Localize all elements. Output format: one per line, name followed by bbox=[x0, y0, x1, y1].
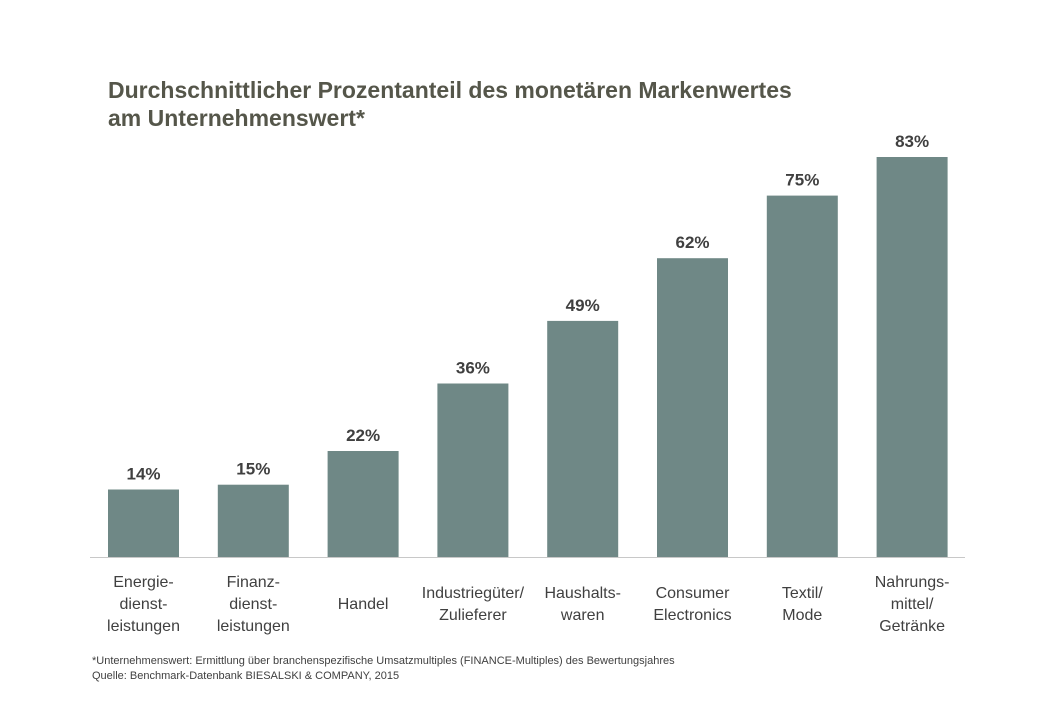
category-label-line: Mode bbox=[782, 607, 823, 624]
bar bbox=[876, 157, 948, 557]
data-label: 62% bbox=[675, 233, 709, 252]
category-label-line: Industriegüter/ bbox=[421, 585, 525, 602]
category-label: Finanz-dienst-leistungen bbox=[193, 572, 313, 638]
footnote: *Unternehmenswert: Ermittlung über branc… bbox=[92, 654, 675, 684]
category-label-line: Nahrungs- bbox=[874, 574, 950, 591]
category-label-line: Energie- bbox=[113, 574, 174, 591]
bar bbox=[108, 489, 179, 557]
category-label-line: dienst- bbox=[229, 596, 278, 613]
category-label: Handel bbox=[303, 594, 423, 616]
data-label: 75% bbox=[785, 171, 819, 190]
data-label: 49% bbox=[566, 296, 600, 315]
chart-title-line-1: Durchschnittlicher Prozentanteil des mon… bbox=[108, 77, 792, 103]
data-label: 83% bbox=[895, 132, 929, 151]
category-label: Energie-dienst-leistungen bbox=[84, 572, 204, 638]
data-label: 15% bbox=[236, 460, 270, 479]
category-label-line: leistungen bbox=[107, 618, 180, 635]
category-label-line: dienst- bbox=[119, 596, 168, 613]
category-label-line: Finanz- bbox=[226, 574, 280, 591]
bar bbox=[217, 484, 289, 557]
bar bbox=[657, 258, 728, 557]
bar bbox=[437, 383, 509, 557]
chart-title-line-2: am Unternehmenswert* bbox=[108, 105, 365, 131]
category-label: Consumer Electronics bbox=[633, 583, 753, 627]
category-label: Haushalts-waren bbox=[523, 583, 643, 627]
data-label: 36% bbox=[456, 359, 490, 378]
category-label-line: Electronics bbox=[653, 607, 732, 624]
category-label-line: mittel/ bbox=[890, 596, 934, 613]
bar bbox=[327, 451, 399, 557]
category-label: Industriegüter/Zulieferer bbox=[413, 583, 533, 627]
category-label-line: leistungen bbox=[216, 618, 290, 635]
data-label: 22% bbox=[346, 426, 380, 445]
category-label: Nahrungs-mittel/Getränke bbox=[852, 572, 972, 638]
category-label-line: Handel bbox=[337, 596, 389, 613]
category-label-line: Textil/ bbox=[781, 585, 823, 602]
category-label-line: Getränke bbox=[879, 618, 945, 635]
footnote-definition: *Unternehmenswert: Ermittlung über branc… bbox=[92, 655, 675, 667]
chart-title: Durchschnittlicher Prozentanteil des mon… bbox=[108, 76, 988, 132]
category-label-line: Consumer bbox=[655, 585, 730, 602]
bar bbox=[547, 320, 619, 557]
category-label-line: Zulieferer bbox=[439, 607, 507, 624]
category-label-line: Haushalts- bbox=[544, 585, 621, 602]
bar bbox=[766, 195, 838, 557]
data-label: 14% bbox=[126, 465, 160, 484]
category-label-line: waren bbox=[560, 607, 605, 624]
category-label: Textil/Mode bbox=[742, 583, 862, 627]
footnote-source: Quelle: Benchmark-Datenbank BIESALSKI & … bbox=[92, 670, 400, 682]
